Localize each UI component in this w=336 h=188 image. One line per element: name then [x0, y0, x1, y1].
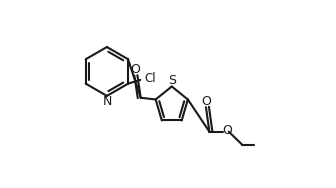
Text: O: O	[222, 124, 232, 137]
Text: O: O	[201, 95, 211, 108]
Text: N: N	[103, 95, 113, 108]
Text: O: O	[130, 63, 140, 77]
Text: Cl: Cl	[144, 72, 156, 86]
Text: S: S	[168, 74, 176, 87]
